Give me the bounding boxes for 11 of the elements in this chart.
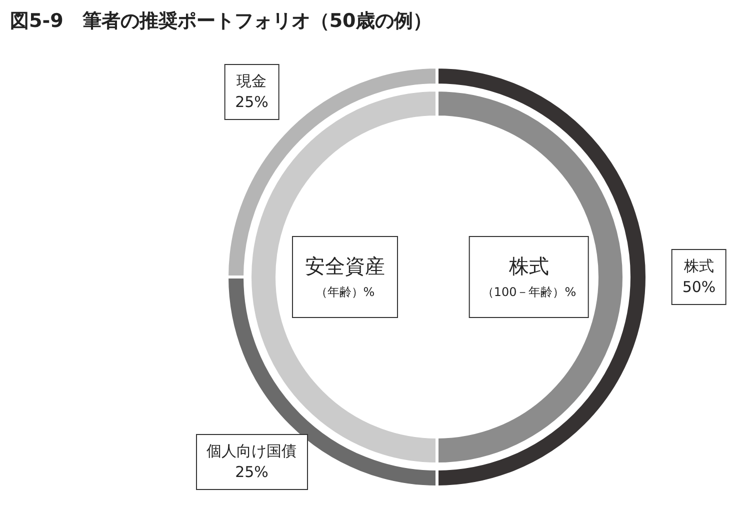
chart-title: 図5-9 筆者の推奨ポートフォリオ（50歳の例） bbox=[10, 9, 432, 34]
text: （100－年齢）% bbox=[482, 284, 576, 301]
slice-label: 個人向け国債 bbox=[206, 441, 297, 462]
slice-label: 安全資産 bbox=[305, 253, 385, 280]
slice-label: 株式 bbox=[508, 253, 550, 280]
data-label: 50% bbox=[682, 277, 716, 298]
data-label: 25% bbox=[235, 92, 268, 113]
slice-label: 現金 bbox=[236, 70, 268, 92]
slice-label: 株式 bbox=[683, 256, 715, 277]
text: （年齢）% bbox=[314, 284, 376, 301]
data-label: 25% bbox=[234, 462, 270, 484]
